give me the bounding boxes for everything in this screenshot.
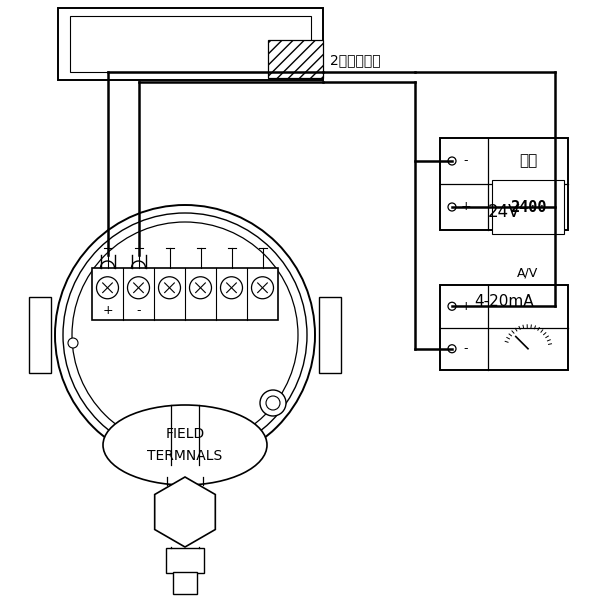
Text: 2400: 2400 — [510, 200, 547, 215]
Circle shape — [260, 390, 286, 416]
Circle shape — [220, 277, 242, 299]
Text: +: + — [461, 300, 471, 313]
Circle shape — [127, 277, 149, 299]
Text: 4-20mA: 4-20mA — [474, 294, 534, 310]
Text: A/V: A/V — [517, 267, 539, 279]
Bar — [319, 297, 341, 373]
Text: -: - — [464, 154, 468, 167]
Circle shape — [448, 203, 456, 211]
Text: +: + — [102, 304, 113, 318]
Bar — [440, 138, 568, 230]
Circle shape — [159, 277, 181, 299]
Text: 电源: 电源 — [519, 154, 537, 169]
Bar — [29, 297, 51, 373]
Circle shape — [448, 302, 456, 310]
Bar — [492, 180, 564, 234]
Circle shape — [68, 338, 78, 348]
Circle shape — [252, 277, 274, 299]
Text: -: - — [136, 304, 141, 318]
Polygon shape — [155, 477, 215, 547]
Circle shape — [55, 205, 315, 465]
Text: FIELD: FIELD — [165, 427, 204, 441]
Circle shape — [97, 277, 119, 299]
Text: +: + — [461, 200, 471, 213]
Bar — [440, 285, 568, 370]
Circle shape — [190, 277, 212, 299]
Bar — [166, 548, 204, 573]
Circle shape — [448, 157, 456, 165]
Circle shape — [448, 345, 456, 353]
Text: 24V: 24V — [488, 203, 520, 221]
Bar — [268, 40, 323, 78]
Bar — [58, 8, 323, 80]
Circle shape — [63, 213, 307, 457]
Bar — [173, 572, 197, 594]
Text: -: - — [464, 342, 468, 355]
Ellipse shape — [103, 405, 267, 485]
Bar — [70, 16, 311, 72]
Bar — [92, 268, 278, 320]
Circle shape — [266, 396, 280, 410]
Text: 2线不分极性: 2线不分极性 — [330, 53, 381, 67]
Circle shape — [72, 222, 298, 448]
Text: TERMNALS: TERMNALS — [147, 449, 223, 463]
